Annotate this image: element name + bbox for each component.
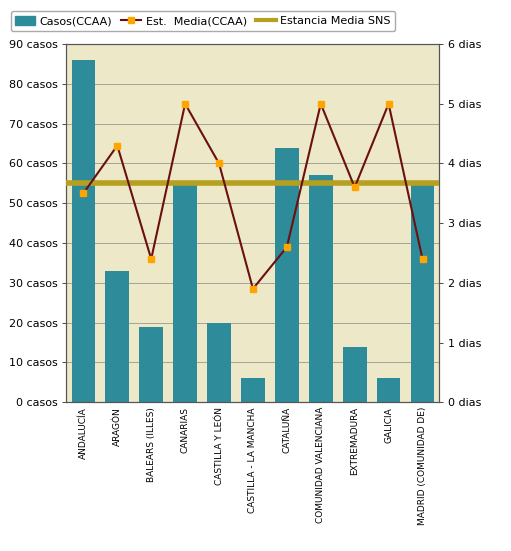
Bar xyxy=(343,347,366,402)
Bar xyxy=(140,327,163,402)
Legend: Casos(CCAA), Est.  Media(CCAA), Estancia Media SNS: Casos(CCAA), Est. Media(CCAA), Estancia … xyxy=(11,11,395,31)
Bar xyxy=(241,379,265,402)
Bar xyxy=(309,175,333,402)
Bar xyxy=(207,323,231,402)
Bar xyxy=(377,379,401,402)
Bar xyxy=(105,271,129,402)
Bar xyxy=(411,183,434,402)
Bar xyxy=(72,60,95,402)
Bar xyxy=(275,148,299,402)
Bar xyxy=(173,183,197,402)
